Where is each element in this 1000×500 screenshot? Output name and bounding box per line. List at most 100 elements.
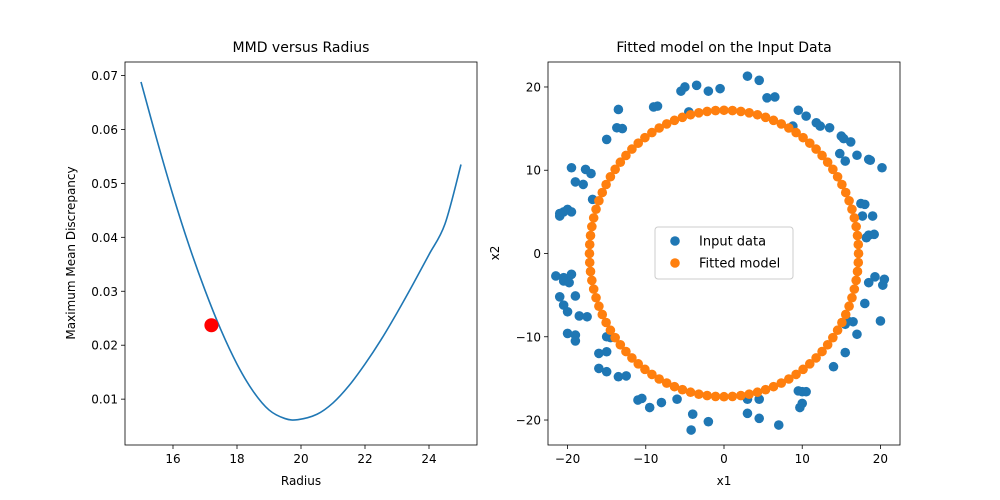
input-data-point [637, 393, 647, 404]
fitted-xtick-label: −20 [555, 452, 580, 466]
input-data-point [801, 111, 811, 121]
input-data-point [601, 346, 612, 357]
input-data-point [857, 211, 868, 221]
mmd-xtick-label: 22 [357, 452, 372, 466]
fitted-model-point [798, 364, 808, 375]
input-data-point [773, 420, 784, 430]
input-data-point [562, 306, 573, 317]
input-data-point [621, 371, 632, 381]
input-data-point [691, 80, 702, 91]
legend-marker-input-data [670, 236, 680, 246]
fitted-model-point [760, 384, 771, 395]
fitted-model-point [654, 123, 664, 133]
legend: Input data Fitted model [654, 226, 794, 280]
fitted-model-point [840, 309, 851, 320]
fitted-model-point [584, 248, 595, 259]
fitted-model-point [804, 359, 815, 369]
fitted-model-point [621, 150, 631, 161]
fitted-model-point [640, 364, 650, 375]
fitted-model-point [849, 284, 860, 294]
mmd-xtick-label: 24 [421, 452, 436, 466]
fitted-model-point [736, 106, 746, 117]
fitted-model-point [591, 292, 601, 303]
input-data-point [870, 272, 880, 282]
fitted-model-point [610, 164, 620, 175]
fitted-model-point [605, 171, 616, 182]
input-data-point [566, 207, 577, 217]
input-data-point [686, 425, 696, 435]
fitted-model-point [585, 230, 596, 241]
fitted-model-point [844, 301, 854, 312]
fitted-model-point [633, 359, 644, 369]
input-data-point [824, 122, 835, 133]
fitted-model-point [587, 275, 597, 286]
fitted-xtick-label: 0 [720, 452, 728, 466]
fitted-model-point [719, 105, 729, 116]
fitted-model-point [669, 115, 680, 126]
fitted-model-point [791, 127, 801, 138]
input-data-point [742, 71, 753, 81]
fitted-model-point [605, 325, 616, 336]
input-data-point [879, 274, 890, 285]
fitted-chart-ylabel: x2 [488, 246, 502, 261]
fitted-model-point [591, 204, 601, 215]
input-data-point [566, 162, 577, 173]
input-data-point [586, 168, 596, 179]
fitted-model-point [828, 164, 838, 175]
fitted-model-point [822, 339, 833, 350]
input-data-point [869, 229, 879, 240]
input-data-point [594, 348, 604, 359]
fitted-model-point [615, 157, 626, 168]
fitted-model-point [853, 257, 864, 268]
mmd-ytick-label: 0.05 [91, 177, 118, 191]
fitted-ytick-label: 10 [526, 164, 541, 178]
fitted-model-point [719, 391, 729, 402]
input-data-point [578, 179, 588, 190]
fitted-model-point [601, 317, 611, 328]
fitted-model-point [752, 387, 763, 398]
mmd-optimum-marker [204, 318, 219, 333]
input-data-point [613, 104, 624, 115]
fitted-model-point [811, 144, 821, 154]
input-data-point [840, 347, 851, 358]
fitted-model-chart: Fitted model on the Input Data x1 x2 −20… [488, 40, 901, 488]
fitted-model-point [615, 339, 626, 350]
input-data-point [860, 199, 870, 210]
input-data-point [613, 371, 624, 382]
input-data-point [865, 155, 876, 166]
fitted-model-point [760, 112, 771, 123]
fitted-model-point [710, 105, 721, 116]
input-data-point [554, 291, 565, 302]
fitted-ytick-label: −10 [516, 330, 541, 344]
input-data-point [551, 271, 561, 281]
input-data-point [703, 416, 714, 427]
fitted-model-point [847, 204, 857, 215]
fitted-model-point [736, 390, 746, 401]
input-data-point [834, 148, 845, 159]
fitted-model-point [584, 257, 595, 268]
mmd-ytick-label: 0.06 [91, 123, 118, 137]
fitted-model-point [585, 266, 596, 277]
fitted-model-point [828, 332, 838, 343]
input-data-point [574, 311, 585, 321]
fitted-model-point [840, 187, 851, 198]
mmd-ytick-label: 0.07 [91, 69, 118, 83]
fitted-model-point [627, 144, 637, 154]
fitted-model-point [727, 105, 738, 116]
mmd-chart: MMD versus Radius Radius Maximum Mean Di… [64, 40, 478, 488]
input-data-point [875, 316, 886, 326]
fitted-model-point [594, 301, 604, 312]
fitted-chart-title: Fitted model on the Input Data [616, 40, 831, 56]
legend-label-fitted-model: Fitted model [699, 257, 780, 272]
fitted-model-point [588, 284, 599, 294]
input-data-point [680, 82, 690, 92]
fitted-model-point [584, 239, 595, 250]
input-data-point [840, 156, 851, 166]
fitted-model-point [851, 221, 861, 232]
fitted-ytick-label: 20 [526, 80, 541, 94]
fitted-model-point [776, 378, 787, 388]
fitted-model-point [847, 292, 857, 303]
fitted-model-point [817, 150, 827, 161]
fitted-model-point [811, 353, 821, 363]
